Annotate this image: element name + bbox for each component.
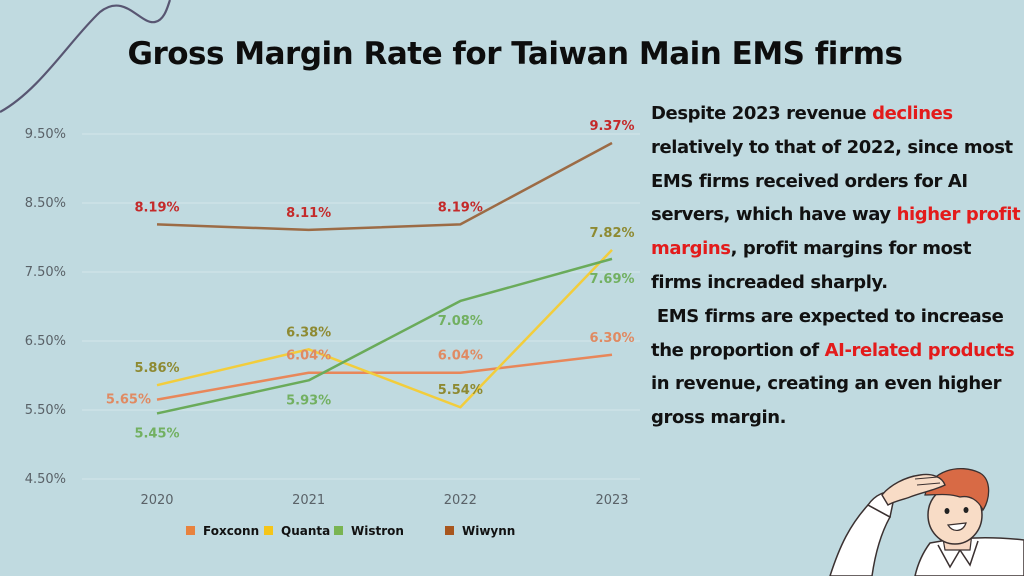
series-lines [156,141,613,415]
y-tick-label: 6.50% [25,334,66,349]
data-label-quanta: 5.86% [134,361,179,376]
data-label-quanta: 7.82% [589,226,634,241]
data-label-wiwynn: 8.11% [286,206,331,221]
description-paragraph-1: Despite 2023 revenue declines relatively… [651,97,1024,300]
y-tick-label: 9.50% [25,127,66,142]
chart-title: Gross Margin Rate for Taiwan Main EMS fi… [127,36,903,72]
series-line-foxconn [156,353,613,401]
highlighted-text: declines [872,103,953,124]
x-axis-ticks: 2020 2021 2022 2023 [140,493,628,508]
legend-item-foxconn: Foxconn [186,524,259,538]
x-tick-label: 2020 [140,493,173,508]
series-line-quanta [156,249,613,409]
data-label-foxconn: 5.65% [106,393,151,408]
description-paragraph-2: EMS firms are expected to increase the p… [651,300,1024,435]
legend-swatch [264,526,273,535]
x-tick-label: 2023 [595,493,628,508]
description-text: Despite 2023 revenue declines relatively… [651,97,1024,435]
data-label-quanta: 5.54% [438,383,483,398]
legend-label: Foxconn [203,524,259,538]
legend-item-quanta: Quanta [264,524,330,538]
y-tick-label: 4.50% [25,472,66,487]
legend-swatch [334,526,343,535]
data-labels: 5.65% 6.04% 6.04% 6.30% 5.86% 6.38% 5.54% 7.82%… [106,119,635,441]
legend-label: Wistron [351,524,404,538]
series-line-wistron [156,257,613,415]
y-axis-ticks: 4.50% 5.50% 6.50% 7.50% 8.50% 9.50% [25,127,66,487]
legend-label: Quanta [281,524,330,538]
description-text-segment: relatively to that of 2022, since most E… [651,136,1013,226]
description-text-segment: in revenue, creating an even higher gros… [651,373,1002,429]
line-chart: 4.50%5.50%6.50%7.50%8.50%9.50% 2020 2021 2… [25,119,640,538]
data-label-foxconn: 6.04% [438,349,483,364]
data-label-foxconn: 6.04% [286,349,331,364]
legend-swatch [445,526,454,535]
series-line-wiwynn [156,141,613,232]
x-tick-label: 2021 [292,493,325,508]
data-label-foxconn: 6.30% [589,331,634,346]
legend-swatch [186,526,195,535]
y-tick-label: 7.50% [25,265,66,280]
data-label-wiwynn: 9.37% [589,119,634,134]
legend-item-wiwynn: Wiwynn [445,524,515,538]
person-shading-eyes-illustration [829,468,1024,576]
data-label-quanta: 6.38% [286,325,331,340]
description-text-segment: EMS firms are expected to increase the p… [651,305,1004,361]
highlighted-text: AI-related products [824,339,1015,361]
highlighted-text: higher profit margins [651,204,1021,260]
legend-item-wistron: Wistron [334,524,404,538]
x-tick-label: 2022 [444,493,477,508]
description-text-segment: , profit margins for most firms increade… [651,238,972,293]
data-label-wiwynn: 8.19% [438,200,483,215]
description-text-segment: Despite 2023 revenue [651,103,873,124]
y-tick-label: 5.50% [25,403,66,418]
data-label-wistron: 5.93% [286,393,331,408]
y-tick-label: 8.50% [25,196,66,211]
data-label-wistron: 5.45% [134,426,179,441]
legend: Foxconn Quanta Wistron Wiwynn [186,524,515,538]
legend-label: Wiwynn [462,524,515,538]
data-label-wistron: 7.08% [438,314,483,329]
data-label-wiwynn: 8.19% [134,200,179,215]
data-label-wistron: 7.69% [589,272,634,287]
